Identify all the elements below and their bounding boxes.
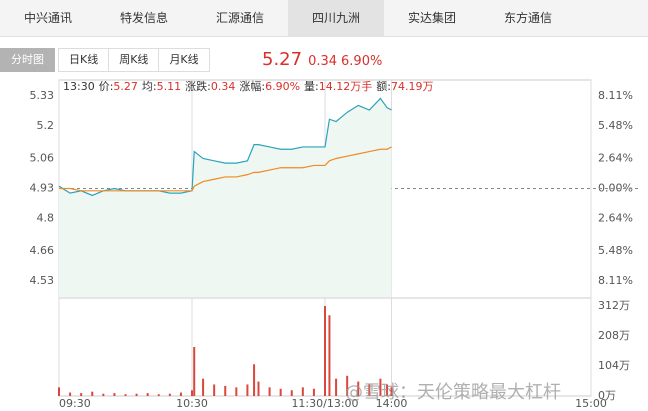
volume-bar: [246, 384, 249, 396]
x-tick-label: 10:30: [176, 397, 208, 410]
y2-tick-label: 2.64%: [598, 212, 633, 225]
view-tab[interactable]: 分时图: [0, 48, 55, 72]
volume-bar: [135, 393, 138, 396]
change: 0.34: [308, 54, 338, 69]
x-tick-label: 15:00: [575, 397, 607, 410]
stock-tab[interactable]: 实达集团: [407, 11, 456, 25]
y-tick-label: 4.53: [30, 274, 55, 287]
volume-bar: [179, 392, 182, 396]
volume-bar: [328, 315, 331, 396]
y2-tick-label: 5.48%: [598, 244, 633, 257]
volume-bar: [257, 381, 260, 396]
y-tick-label: 5.06: [30, 151, 55, 164]
volume-tick-label: 104万: [598, 359, 630, 372]
view-tabs: 分时图 日K线 周K线 月K线: [0, 48, 210, 72]
y2-tick-label: 8.11%: [598, 89, 633, 102]
info-value: 6.90%: [265, 80, 300, 93]
stock-tab[interactable]: 汇源通信: [215, 11, 264, 25]
x-tick-label: 09:30: [59, 397, 91, 410]
stock-tab[interactable]: 特发信息: [119, 11, 168, 25]
view-tab[interactable]: 周K线: [108, 48, 160, 72]
quote: 5.27 0.34 6.90%: [262, 49, 386, 70]
info-label: 量:: [304, 80, 319, 93]
volume-bar: [113, 393, 116, 396]
info-line: 13:30 价:5.27 均:5.11 涨跌:0.34 涨幅:6.90% 量:14.12万…: [63, 79, 433, 93]
volume-bar: [253, 364, 256, 396]
info-label: 涨跌:: [185, 79, 211, 93]
y2-tick-label: 2.64%: [598, 151, 633, 164]
volume-tick-label: 208万: [598, 329, 630, 342]
volume-bar: [157, 394, 160, 396]
watermark: @雪球：天伦策略最大杠杆: [345, 382, 561, 403]
info-label: 价:: [99, 80, 114, 93]
stock-tab[interactable]: 中兴通讯: [23, 11, 72, 25]
info-value: 74.19万: [391, 80, 434, 93]
info-value: 14.12万手: [319, 79, 373, 93]
volume-bar: [91, 391, 94, 396]
volume-bar: [58, 387, 60, 396]
info-value: 5.27: [113, 80, 138, 93]
price: 5.27: [262, 49, 303, 70]
volume-bar: [193, 346, 196, 396]
view-tab[interactable]: 月K线: [158, 48, 210, 72]
y2-tick-label: 0.00%: [598, 182, 633, 195]
y-tick-label: 4.93: [30, 182, 55, 195]
y2-tick-label: 5.48%: [598, 119, 633, 132]
volume-bar: [224, 385, 227, 396]
volume-bar: [390, 387, 393, 396]
volume-bar: [301, 387, 304, 396]
volume-bar: [379, 378, 382, 396]
volume-bar: [290, 390, 293, 396]
volume-tick-label: 0万: [598, 389, 616, 402]
y-tick-label: 4.8: [37, 212, 55, 225]
volume-bar: [168, 393, 171, 396]
price-line: [58, 97, 392, 197]
y-tick-label: 5.33: [30, 89, 55, 102]
volume-bar: [80, 393, 83, 396]
stock-tabs: 中兴通讯 特发信息 汇源通信 四川九洲 实达集团 东方通信: [0, 0, 648, 37]
change-pct: 6.90%: [341, 54, 383, 69]
volume-bar: [324, 306, 326, 396]
y-tick-label: 5.2: [37, 119, 55, 132]
view-tab[interactable]: 日K线: [58, 48, 110, 72]
volume-bar: [357, 381, 360, 396]
volume-bar: [202, 378, 205, 396]
info-value: 5.11: [157, 80, 182, 93]
info-time: 13:30: [63, 80, 95, 93]
volume-tick-label: 312万: [598, 299, 630, 312]
volume-bar: [146, 393, 149, 396]
info-value: 0.34: [211, 80, 236, 93]
average-line: [59, 146, 392, 192]
y-tick-label: 4.66: [30, 244, 55, 257]
volume-bar: [268, 387, 271, 396]
stock-tab[interactable]: 东方通信: [503, 11, 552, 25]
info-label: 额:: [376, 80, 391, 93]
volume-bar: [213, 384, 216, 396]
volume-bar: [386, 384, 389, 396]
x-tick-label: 11:30/13:00: [291, 397, 358, 410]
volume-bar: [279, 388, 282, 396]
x-tick-label: 14:00: [376, 397, 408, 410]
volume-bar: [102, 393, 105, 396]
volume-bar: [335, 378, 338, 396]
info-label: 涨幅:: [239, 80, 265, 93]
volume-bar: [368, 384, 371, 396]
volume-bar: [69, 392, 72, 396]
y2-tick-label: 8.11%: [598, 274, 633, 287]
volume-bar: [235, 387, 238, 396]
volume-bar: [124, 394, 127, 396]
volume-bar: [346, 375, 349, 396]
info-label: 均:: [142, 80, 157, 93]
volume-bar: [312, 388, 315, 396]
price-area: [59, 98, 392, 298]
stock-tab[interactable]: 四川九洲: [288, 0, 384, 36]
volume-bar: [191, 390, 193, 396]
